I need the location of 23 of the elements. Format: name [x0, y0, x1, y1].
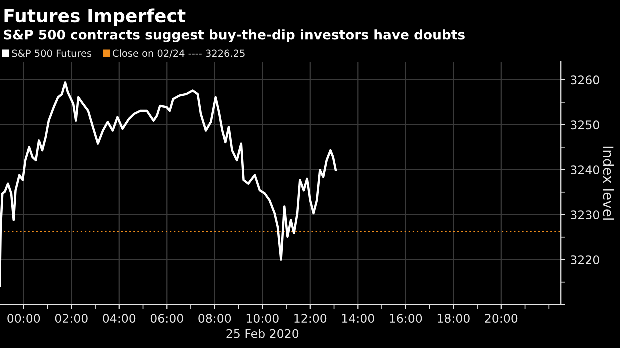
y-tick-label: 3240 — [571, 166, 600, 175]
x-tick-label: 06:00 — [150, 314, 184, 324]
y-tick-label: 3220 — [571, 256, 600, 265]
legend-label: Close on 02/24 ---- 3226.25 — [113, 50, 245, 58]
x-tick-label: 02:00 — [55, 314, 88, 324]
x-tick-label: 04:00 — [103, 314, 136, 324]
x-tick-label: 20:00 — [485, 314, 518, 324]
y-axis-title: Index level — [603, 146, 614, 220]
x-axis-title: 25 Feb 2020 — [226, 329, 299, 338]
x-tick-label: 10:00 — [246, 314, 279, 324]
x-tick-label: 08:00 — [198, 314, 232, 324]
x-tick-label: 14:00 — [342, 314, 374, 324]
x-tick-label: 16:00 — [390, 314, 422, 324]
chart-subtitle: S&P 500 contracts suggest buy-the-dip investors have doubts — [4, 30, 465, 42]
x-tick-label: 18:00 — [438, 314, 470, 324]
y-tick-label: 3230 — [571, 210, 600, 220]
y-tick-label: 3260 — [571, 76, 600, 85]
x-tick-label: 00:00 — [8, 314, 40, 324]
x-tick-label: 12:00 — [294, 314, 327, 324]
line-series — [0, 82, 338, 288]
chart-title: Futures Imperfect — [4, 8, 186, 26]
y-tick-label: 3250 — [571, 120, 600, 130]
legend-label: S&P 500 Futures — [12, 50, 92, 58]
